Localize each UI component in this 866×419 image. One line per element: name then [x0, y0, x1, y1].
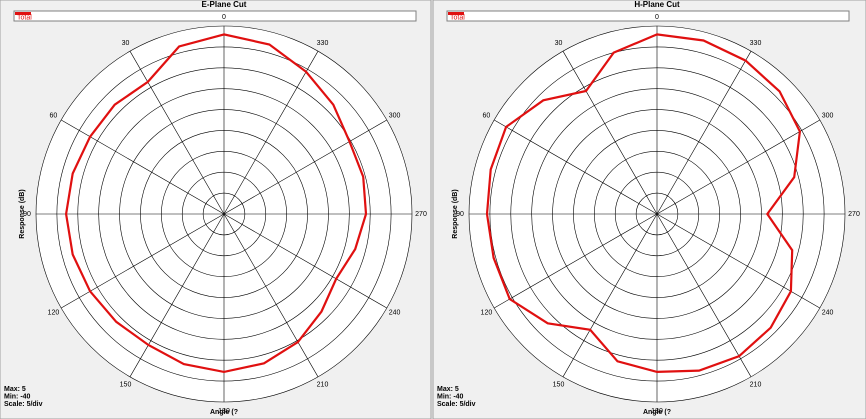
angle-label: 300 [389, 112, 401, 119]
grid-spoke [562, 213, 658, 377]
grid-spoke [656, 213, 752, 377]
annotation: Scale: 5/div [4, 401, 43, 408]
angle-label: 210 [317, 381, 329, 388]
annotation: Scale: 5/div [437, 401, 476, 408]
angle-label: 30 [555, 40, 563, 47]
angle-label: 240 [389, 309, 401, 316]
angle-label: 60 [49, 112, 57, 119]
x-axis-label: Angle (? [210, 409, 238, 416]
angle-label: 60 [482, 112, 490, 119]
grid-spoke [494, 213, 658, 309]
x-axis-label: Angle (? [643, 409, 671, 416]
grid-spoke [61, 213, 225, 309]
chart-title: H-Plane Cut [634, 0, 680, 9]
grid-spoke [223, 213, 387, 309]
angle-label: 90 [456, 211, 464, 218]
grid-spoke [223, 213, 319, 377]
grid-spoke [494, 119, 658, 215]
angle-label: 30 [122, 40, 130, 47]
angle-label: 0 [655, 14, 659, 21]
angle-label: 240 [822, 309, 834, 316]
grid-spoke [129, 51, 225, 215]
grid-spoke [656, 213, 820, 309]
annotation: Max: 5 [437, 386, 459, 393]
chart-title: E-Plane Cut [202, 0, 247, 9]
angle-label: 270 [415, 211, 427, 218]
angle-label: 330 [317, 40, 329, 47]
angle-label: 120 [481, 309, 493, 316]
angle-label: 270 [848, 211, 860, 218]
legend-swatch [15, 12, 31, 15]
angle-label: 150 [120, 381, 132, 388]
grid-spoke [223, 119, 387, 215]
grid-spoke [656, 119, 820, 215]
angle-label: 180 [218, 408, 230, 415]
grid-spoke [61, 119, 225, 215]
grid-spoke [129, 213, 225, 377]
angle-label: 90 [23, 211, 31, 218]
response-curve [64, 33, 368, 374]
legend-label: Total [17, 14, 32, 21]
annotation: Min: -40 [437, 393, 464, 400]
response-curve [485, 33, 802, 374]
grid-spoke [562, 51, 658, 215]
y-axis-label: Response (dB) [19, 189, 26, 238]
angle-label: 330 [750, 40, 762, 47]
annotation: Max: 5 [4, 386, 26, 393]
angle-label: 300 [822, 112, 834, 119]
angle-label: 210 [750, 381, 762, 388]
y-axis-label: Response (dB) [452, 189, 459, 238]
legend-swatch [448, 12, 464, 15]
angle-label: 180 [651, 408, 663, 415]
angle-label: 150 [553, 381, 565, 388]
grid-spoke [656, 51, 752, 215]
annotation: Min: -40 [4, 393, 31, 400]
grid-spoke [223, 51, 319, 215]
legend-box [13, 10, 417, 22]
legend-box [446, 10, 850, 22]
angle-label: 120 [48, 309, 60, 316]
legend-label: Total [450, 14, 465, 21]
angle-label: 0 [222, 14, 226, 21]
